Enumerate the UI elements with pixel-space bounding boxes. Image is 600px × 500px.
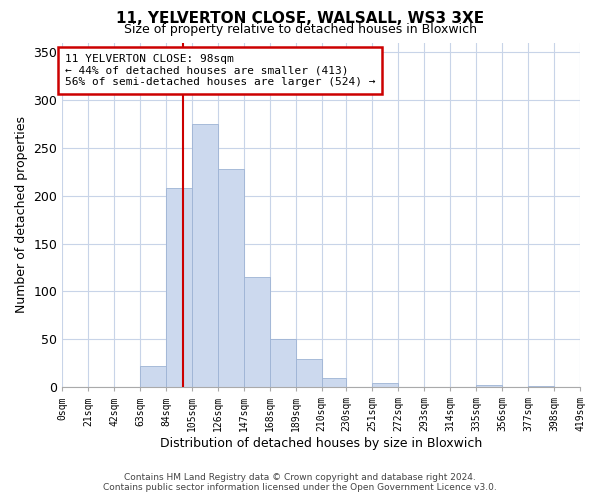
Bar: [373, 384, 398, 387]
Bar: [192, 124, 218, 387]
Text: 11 YELVERTON CLOSE: 98sqm
← 44% of detached houses are smaller (413)
56% of semi: 11 YELVERTON CLOSE: 98sqm ← 44% of detac…: [65, 54, 375, 87]
Bar: [528, 386, 554, 387]
Text: Contains HM Land Registry data © Crown copyright and database right 2024.
Contai: Contains HM Land Registry data © Crown c…: [103, 473, 497, 492]
Bar: [218, 169, 244, 387]
X-axis label: Distribution of detached houses by size in Bloxwich: Distribution of detached houses by size …: [160, 437, 482, 450]
Y-axis label: Number of detached properties: Number of detached properties: [15, 116, 28, 314]
Bar: [270, 340, 296, 387]
Bar: [476, 386, 502, 387]
Bar: [166, 188, 192, 387]
Bar: [244, 277, 270, 387]
Text: Size of property relative to detached houses in Bloxwich: Size of property relative to detached ho…: [124, 22, 476, 36]
Bar: [296, 360, 322, 387]
Bar: [140, 366, 166, 387]
Text: 11, YELVERTON CLOSE, WALSALL, WS3 3XE: 11, YELVERTON CLOSE, WALSALL, WS3 3XE: [116, 11, 484, 26]
Bar: [322, 378, 346, 387]
